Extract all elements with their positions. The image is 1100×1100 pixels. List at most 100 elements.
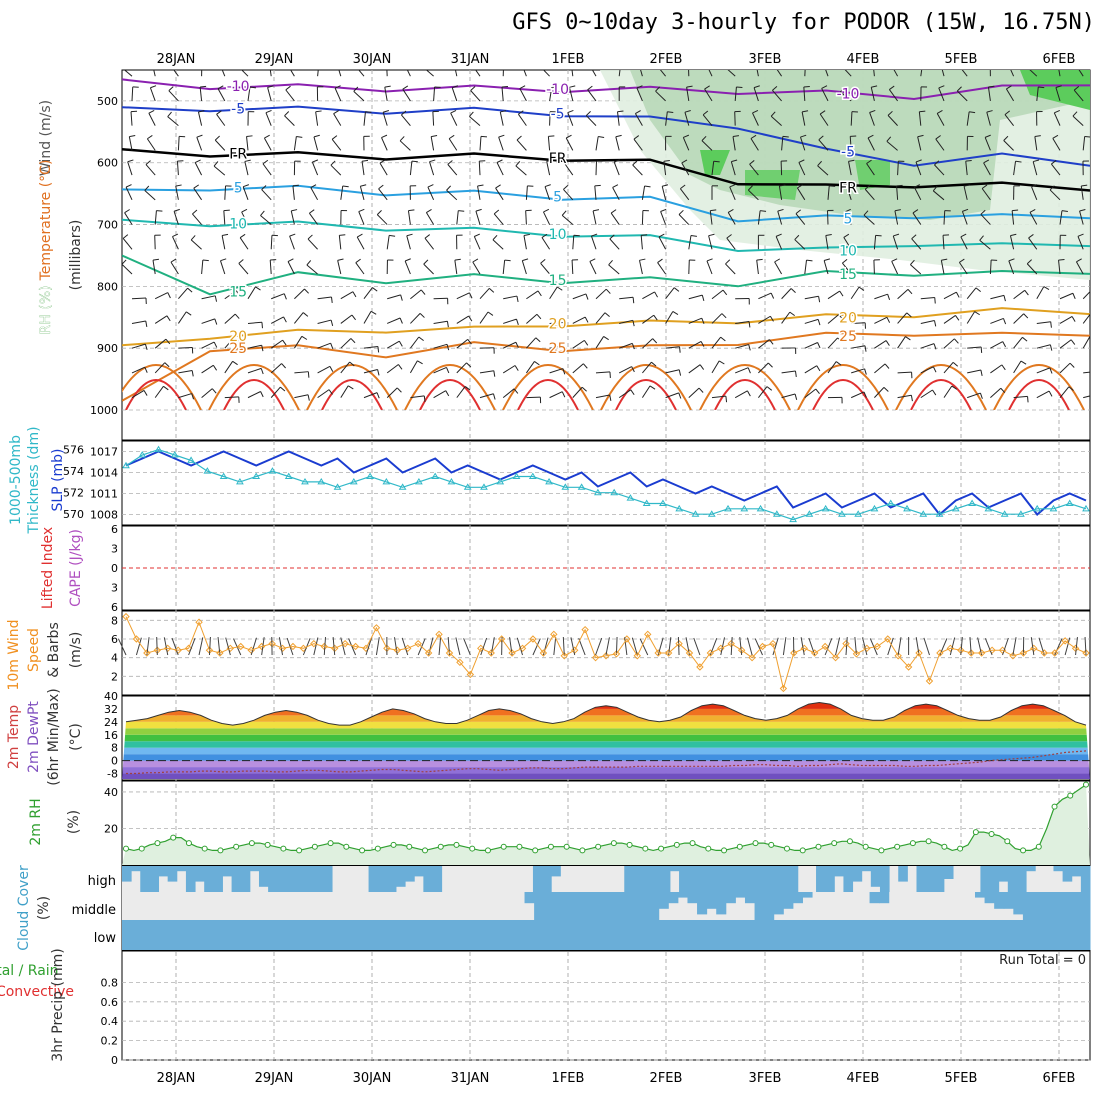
wind10-barb [365,637,373,656]
wind-barb [224,337,235,349]
cloud-cell [966,920,977,950]
wind-barb [801,111,806,126]
wind-barb-flag [766,386,773,391]
wind-barb [384,87,388,101]
isotherm-label: -5 [231,101,245,117]
wind-barb [306,264,318,275]
li-tick: 3 [111,581,118,594]
wind-barb-flag [492,393,496,400]
wind-barb-flag [621,62,627,63]
wind-barb-flag [632,320,635,327]
cloud-cell [231,866,242,892]
wind-barb-flag [681,159,688,164]
wind-barb-flag [537,290,542,297]
wind-barb [224,290,237,300]
chart-title: GFS 0~10day 3-hourly for PODOR (15W, 16.… [512,10,1095,35]
isotherm-25 [122,331,1090,402]
wind-barb [477,185,481,200]
wind-barb-flag [887,294,891,301]
wind-barb [636,87,643,102]
wind10-barb [1084,636,1087,656]
cloud-cell [454,920,465,950]
cloud-cell [542,866,552,892]
wind-barb [615,136,620,151]
wind-barb-flag [168,86,174,92]
wind-barb [451,87,458,102]
wind-barb [526,313,538,324]
cloud-cell [368,920,379,950]
wind-barb-flag [261,345,264,352]
wind-barb [131,320,146,324]
wind-barb-flag [515,342,519,348]
wind-barb [938,87,945,102]
wind-barb [917,136,922,151]
wind10-barb [401,637,409,656]
wind-barb-flag [959,258,965,263]
wind-barb-flag [477,184,484,187]
wind-barb-flag [426,209,432,213]
slp-line [125,450,1087,516]
cloud-cell [304,866,315,892]
cloud-cell [639,892,650,920]
wind-barb [850,286,860,300]
isotherm-30 [1008,379,1070,410]
cloud-cell [658,892,669,909]
wind-barb [294,371,309,374]
wind-barb-flag [639,61,645,63]
cloud-cell [435,920,446,950]
wind-barb [688,364,701,374]
wind-barb-flag [1084,135,1090,138]
cloud-cell [213,866,223,892]
rh2-point [831,840,838,847]
cloud-cell [795,920,806,950]
wind-speed-point [445,649,454,657]
wind-barb-flag [329,366,334,372]
isotherm-label: 5 [844,211,853,227]
wind-speed-point [925,677,934,685]
rh2-point [248,840,255,847]
wind-barb [618,389,632,399]
wind-barb-flag [1097,394,1098,400]
panel-frame-precip [121,950,1091,1061]
wind-barb-flag [795,209,801,215]
wind-barb [770,115,782,127]
wind-barb [170,261,179,275]
wind-barb-flag [196,134,203,138]
wind-barb-flag [424,234,431,239]
rh2-point [972,829,979,836]
wind-barb-flag [165,338,171,345]
wind-barb [145,164,156,176]
wind-barb-flag [770,111,776,117]
wind-barb [725,263,736,275]
wind-barb [585,115,597,126]
wind-barb-flag [658,233,665,238]
wind-barb [679,188,690,201]
wind-barb-flag [706,258,713,262]
wind-barb-flag [594,184,601,187]
wind10-barb [250,637,257,656]
rh2-point [201,845,208,852]
wind-barb [1013,395,1028,399]
wind-barb [708,70,713,77]
wind-barb-flag [264,134,270,139]
wind-barb [294,312,304,324]
wind-barb-flag [1069,362,1075,368]
cloud-cell [1062,866,1073,882]
wind10-barb [915,637,920,656]
wind-barb-flag [330,160,336,166]
wind-barb [503,318,517,324]
thickness-point [431,472,440,480]
wind-barb [564,163,574,176]
wind-barb [247,86,251,101]
wind-barb [542,70,550,77]
wind-barb-flag [863,391,867,398]
wind-barb [340,314,353,324]
wind-barb [561,214,574,225]
cloud-cell [1013,892,1024,915]
wind-barb [433,390,446,399]
wind-barb-flag [291,209,298,212]
wind-barb-flag [867,134,874,139]
cloud-cell [216,920,227,950]
wind-barb-flag [516,318,519,325]
wind-barb-flag [591,233,598,237]
